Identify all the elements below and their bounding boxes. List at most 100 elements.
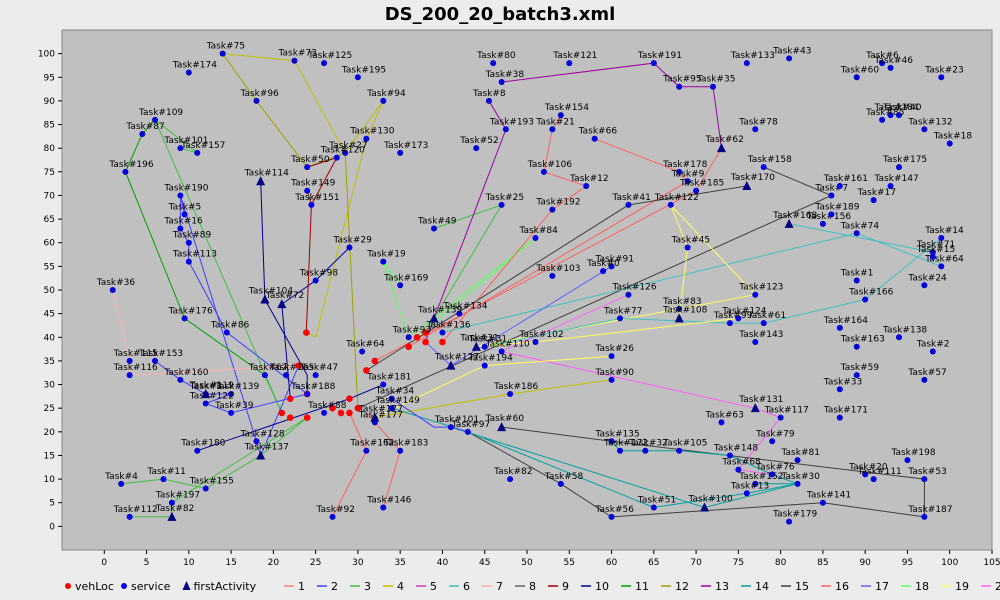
x-tick-label: 55	[564, 558, 575, 568]
service-label: Task#121	[552, 51, 597, 61]
service-point	[794, 480, 801, 487]
service-label: Task#60	[840, 65, 880, 75]
y-tick-label: 5	[49, 499, 55, 509]
service-point	[786, 55, 793, 62]
service-point	[752, 339, 759, 345]
service-label: Task#30	[781, 472, 821, 482]
service-label: Task#86	[210, 321, 250, 331]
first-activity-point	[446, 360, 456, 370]
service-label: Task#59	[840, 363, 880, 373]
first-activity-label: Task#62	[704, 135, 743, 145]
service-label: Task#75	[206, 42, 245, 52]
service-point	[308, 201, 315, 208]
service-label: Task#102	[518, 330, 563, 340]
service-label: Task#64	[345, 339, 385, 349]
service-point	[726, 452, 733, 459]
service-point	[261, 372, 268, 379]
x-tick-label: 105	[983, 558, 1000, 568]
y-tick-label: 75	[44, 168, 55, 178]
service-point	[735, 466, 742, 473]
service-point	[777, 414, 784, 421]
service-label: Task#157	[180, 141, 225, 151]
service-point	[769, 471, 776, 478]
x-tick-label: 50	[521, 558, 533, 568]
y-tick-label: 65	[44, 215, 55, 225]
service-label: Task#19	[366, 250, 406, 260]
legend-label: vehLoc	[75, 580, 114, 593]
service-label: Task#92	[316, 505, 355, 515]
legend-label: 15	[795, 580, 809, 593]
service-label: Task#171	[823, 406, 868, 416]
service-point	[177, 145, 184, 152]
service-point	[650, 60, 657, 67]
vehloc-point-11	[354, 404, 362, 412]
service-label: Task#18	[933, 131, 973, 141]
x-tick-label: 10	[183, 558, 195, 568]
legend-label: 7	[496, 580, 503, 593]
y-tick-label: 95	[44, 73, 55, 83]
service-label: Task#33	[823, 377, 862, 387]
service-point	[929, 249, 936, 256]
service-label: Task#101	[163, 136, 208, 146]
service-point	[887, 183, 894, 189]
service-label: Task#76	[755, 462, 795, 472]
service-point	[283, 372, 290, 379]
legend-label: 18	[915, 580, 929, 593]
service-label: Task#87	[125, 122, 164, 132]
service-label: Task#149	[290, 179, 335, 189]
service-point	[879, 116, 886, 123]
service-label: Task#191	[637, 51, 682, 61]
service-point	[549, 206, 556, 213]
service-point	[498, 201, 505, 208]
service-point	[676, 83, 683, 90]
service-label: Task#122	[189, 391, 234, 401]
service-point	[617, 315, 623, 322]
service-point	[253, 97, 260, 104]
service-label: Task#39	[214, 401, 254, 411]
service-point	[439, 329, 446, 336]
x-tick-label: 30	[352, 558, 364, 568]
service-label: Task#128	[239, 429, 284, 439]
first-activity-label: Task#131	[738, 395, 783, 405]
y-tick-label: 30	[44, 381, 56, 391]
service-label: Task#71	[916, 240, 955, 250]
service-point	[887, 112, 894, 119]
service-label: Task#6	[865, 51, 899, 61]
service-point	[862, 471, 869, 478]
service-label: Task#85	[865, 108, 904, 118]
service-point	[828, 211, 835, 218]
service-label: Task#152	[738, 472, 783, 482]
service-label: Task#11	[146, 467, 185, 477]
first-activity-label: Task#72	[265, 291, 304, 301]
service-label: Task#163	[840, 335, 885, 345]
service-point	[752, 126, 759, 133]
x-tick-label: 5	[144, 558, 150, 568]
service-label: Task#82	[493, 467, 532, 477]
service-label: Task#146	[366, 495, 411, 505]
service-label: Task#78	[738, 117, 778, 127]
service-point	[608, 263, 615, 270]
legend-label: 2	[331, 580, 338, 593]
service-point	[464, 428, 471, 435]
service-point	[608, 353, 615, 360]
service-label: Task#143	[738, 330, 783, 340]
first-activity-label: Task#114	[244, 168, 289, 178]
service-point	[202, 400, 209, 407]
first-activity-label: Task#137	[244, 442, 289, 452]
service-point	[828, 192, 835, 199]
service-label: Task#174	[172, 61, 217, 71]
service-label: Task#79	[755, 429, 795, 439]
x-tick-label: 85	[817, 558, 828, 568]
x-tick-label: 45	[479, 558, 490, 568]
route-line-6	[179, 195, 308, 395]
service-point	[122, 168, 129, 175]
service-label: Task#50	[290, 155, 330, 165]
x-tick-label: 80	[775, 558, 787, 568]
service-label: Task#183	[383, 439, 428, 449]
y-tick-label: 0	[49, 522, 55, 532]
first-activity-point	[716, 143, 726, 153]
first-activity-point	[471, 341, 481, 351]
legend-label: 3	[364, 580, 371, 593]
legend-label: 5	[430, 580, 437, 593]
